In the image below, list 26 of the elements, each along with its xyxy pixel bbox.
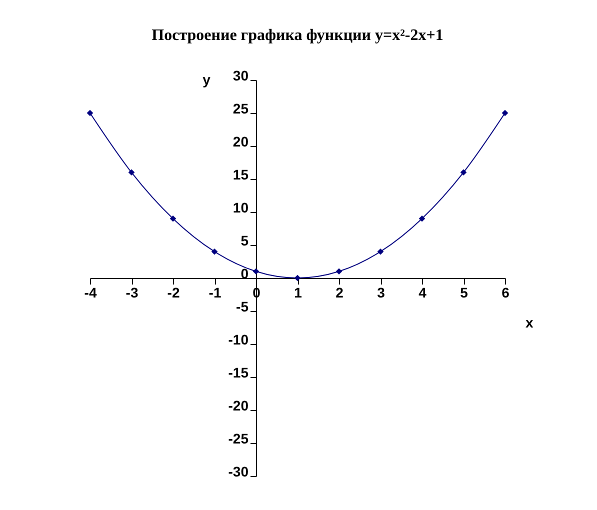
x-axis-title: x bbox=[526, 314, 534, 330]
x-tick-label: -4 bbox=[84, 284, 97, 300]
y-tick-label: 20 bbox=[232, 134, 249, 150]
y-tick-label: -25 bbox=[228, 430, 249, 446]
y-tick-label: -10 bbox=[228, 332, 249, 348]
x-tick-label: 5 bbox=[460, 284, 468, 300]
y-tick-label: -15 bbox=[228, 364, 249, 380]
y-axis-title: y bbox=[202, 72, 211, 88]
y-tick-label: -20 bbox=[228, 398, 249, 414]
y-tick-label: 10 bbox=[232, 200, 249, 216]
y-tick-label: 5 bbox=[240, 232, 249, 248]
y-tick-label: 15 bbox=[232, 166, 249, 182]
x-tick-label: 6 bbox=[502, 284, 510, 300]
y-tick-label: 30 bbox=[232, 68, 249, 84]
x-tick-label: 4 bbox=[418, 284, 427, 300]
y-tick-label: -5 bbox=[236, 298, 249, 314]
x-tick-label: 2 bbox=[336, 284, 344, 300]
y-tick-label: 0 bbox=[240, 266, 249, 282]
chart-title: Построение графика функции y=x²-2x+1 bbox=[152, 27, 444, 44]
x-tick-label: 1 bbox=[294, 284, 302, 300]
y-tick-label: 25 bbox=[232, 100, 249, 116]
x-tick-label: 3 bbox=[377, 284, 386, 300]
y-tick-label: -30 bbox=[228, 464, 249, 480]
x-tick-label: -3 bbox=[126, 284, 138, 300]
x-tick-label: -2 bbox=[167, 284, 180, 300]
x-tick-label: -1 bbox=[208, 284, 222, 300]
